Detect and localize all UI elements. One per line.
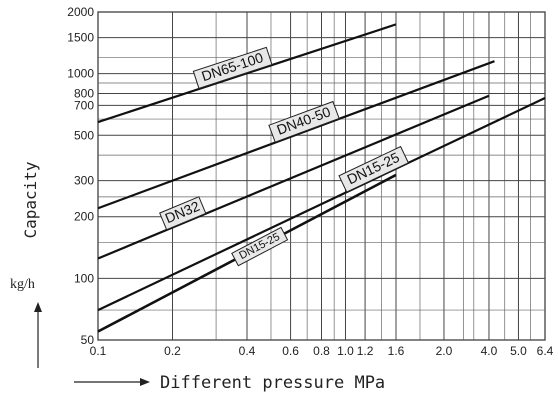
y-tick-label: 50	[81, 333, 95, 347]
series-label-box	[192, 46, 273, 90]
x-tick-label: 1.6	[388, 344, 405, 358]
series-label-1: DN40-50	[268, 100, 340, 143]
x-tick-label: 0.4	[239, 344, 256, 358]
series-label-0: DN65-100	[192, 46, 273, 90]
x-tick-label: 2.0	[436, 344, 453, 358]
series-label-box	[159, 196, 207, 231]
grid	[97, 11, 546, 341]
x-tick-label: 0.1	[90, 344, 107, 358]
y-axis-arrowhead	[34, 302, 42, 312]
y-tick-label: 800	[74, 86, 94, 100]
y-axis-unit: kg/h	[10, 277, 35, 292]
series-label-2: DN32	[159, 196, 207, 231]
y-tick-label: 2000	[67, 5, 94, 19]
series-line-2	[97, 94, 490, 260]
series-label-box	[231, 226, 289, 267]
x-tick-label: 6.4	[537, 344, 554, 358]
series-label-box	[268, 100, 340, 143]
y-tick-label: 200	[74, 210, 94, 224]
y-tick-label: 1000	[67, 67, 94, 81]
x-tick-label: 1.2	[357, 344, 374, 358]
x-tick-label: 4.0	[481, 344, 498, 358]
x-axis-label: Different pressure MPa	[160, 373, 385, 393]
x-tick-label: 0.2	[164, 344, 181, 358]
series-label-box	[338, 145, 410, 193]
x-axis-arrowhead	[140, 378, 150, 386]
x-tick-label: 1.0	[337, 344, 354, 358]
y-tick-label: 700	[74, 98, 94, 112]
series-line-3	[97, 97, 546, 312]
y-tick-label: 1500	[67, 31, 94, 45]
x-tick-label: 0.8	[313, 344, 330, 358]
y-tick-label: 500	[74, 128, 94, 142]
x-tick-label: 0.6	[282, 344, 299, 358]
series-line-0	[97, 23, 397, 124]
x-tick-label: 5.0	[510, 344, 527, 358]
tick-labels: 0.1 0.2 0.4 0.6 0.8 1.0 1.2 1.6 2.0 4.0 5.0 6.4 50 10…	[67, 5, 553, 358]
y-tick-label: 100	[74, 271, 94, 285]
y-axis-label: Capacity	[21, 161, 40, 238]
y-tick-label: 300	[74, 174, 94, 188]
